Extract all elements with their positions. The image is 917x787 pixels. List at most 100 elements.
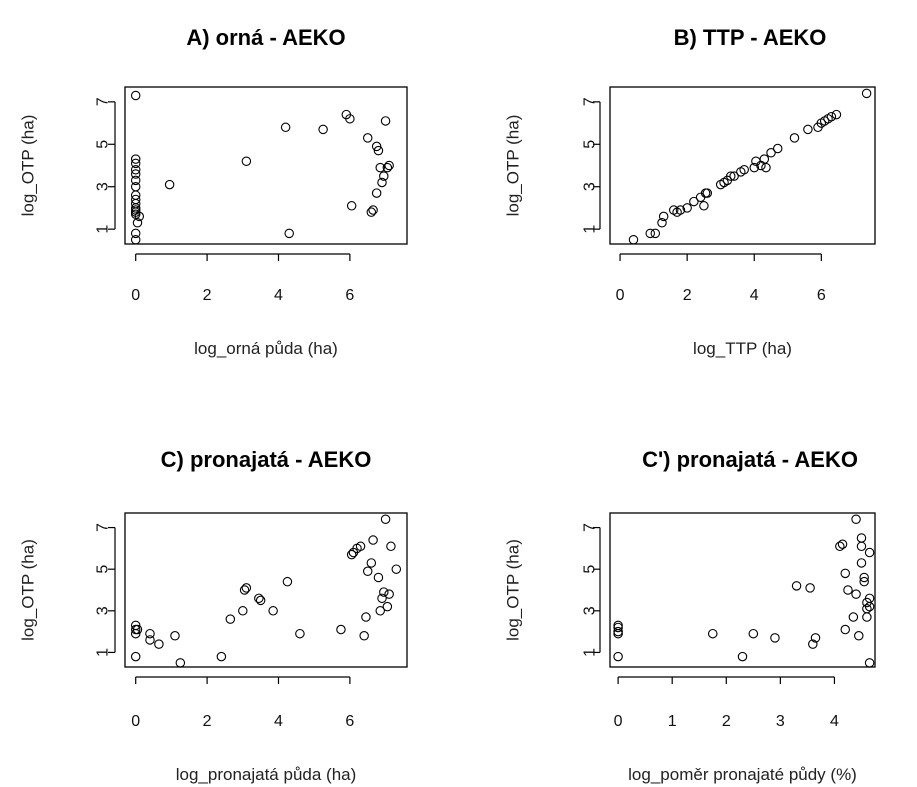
data-point xyxy=(355,541,366,552)
data-point xyxy=(318,124,328,135)
data-point xyxy=(861,88,872,99)
y-tick-label: 7 xyxy=(582,97,599,106)
x-tick-label: 0 xyxy=(616,287,625,304)
x-tick-label: 6 xyxy=(345,287,354,304)
data-point xyxy=(154,639,164,649)
data-point xyxy=(145,628,155,639)
plot-frame xyxy=(609,86,876,245)
data-point xyxy=(130,628,141,639)
plot-frame xyxy=(124,512,408,668)
data-point xyxy=(384,160,394,171)
data-point xyxy=(164,179,175,190)
data-point xyxy=(346,201,357,211)
data-point xyxy=(862,603,872,614)
data-point xyxy=(770,633,780,643)
data-point xyxy=(859,572,869,583)
data-point xyxy=(856,533,867,543)
data-point xyxy=(371,188,382,198)
data-point xyxy=(255,595,266,606)
data-point xyxy=(379,587,389,597)
data-point xyxy=(379,171,389,181)
data-point xyxy=(837,539,848,549)
y-tick-label: 3 xyxy=(95,182,112,191)
data-point xyxy=(346,549,357,560)
x-tick-label: 2 xyxy=(722,713,731,730)
data-point xyxy=(864,601,875,612)
data-point xyxy=(856,558,867,568)
data-point xyxy=(772,143,783,154)
data-point xyxy=(835,541,845,552)
x-tick-label: 4 xyxy=(830,713,839,730)
panel-c-prime: C') pronajatá - AEKO 0 1 2 3 4 1 3 5 7 log_poměr p… xyxy=(504,447,876,784)
data-point xyxy=(268,606,278,616)
data-point xyxy=(831,109,842,120)
x-tick-label: 0 xyxy=(614,713,623,730)
data-point xyxy=(336,624,346,635)
data-point xyxy=(371,141,382,152)
data-point xyxy=(130,164,141,175)
x-tick-label: 1 xyxy=(668,713,677,730)
data-point xyxy=(657,218,667,228)
data-point xyxy=(366,558,377,568)
data-point xyxy=(375,162,385,173)
data-point xyxy=(361,612,371,622)
data-point xyxy=(628,235,639,245)
x-tick-label: 4 xyxy=(274,287,283,304)
data-point xyxy=(130,90,141,101)
data-point xyxy=(766,148,776,158)
data-point xyxy=(380,116,391,126)
x-tick-label: 3 xyxy=(776,713,785,730)
data-point xyxy=(808,639,818,649)
data-point xyxy=(282,576,293,587)
y-tick-label: 3 xyxy=(95,606,112,615)
data-point xyxy=(295,628,305,639)
data-point xyxy=(689,196,699,207)
data-point xyxy=(239,585,250,595)
panel-c: C) pronajatá - AEKO 0 2 4 6 1 3 5 7 log_pronajatá… xyxy=(19,447,408,784)
x-tick-label: 4 xyxy=(274,713,283,730)
y-tick-label: 5 xyxy=(95,565,112,574)
y-axis-label: log_OTP (ha) xyxy=(504,539,523,641)
data-point xyxy=(377,177,387,188)
x-tick-label: 4 xyxy=(750,287,759,304)
data-point xyxy=(241,583,252,593)
data-point xyxy=(382,162,393,173)
chart-title: C') pronajatá - AEKO xyxy=(642,447,858,472)
data-point xyxy=(840,568,851,579)
y-tick-label: 5 xyxy=(95,140,112,149)
panel-b: B) TTP - AEKO 0 2 4 6 1 3 5 7 log_TTP (ha) log_OTP… xyxy=(504,25,876,358)
data-point xyxy=(216,651,227,662)
x-tick-label: 0 xyxy=(131,287,140,304)
data-point xyxy=(848,612,859,622)
data-point xyxy=(729,171,739,181)
data-point xyxy=(613,651,623,662)
data-point xyxy=(380,514,391,524)
data-point xyxy=(362,133,373,143)
data-point xyxy=(175,658,186,668)
x-tick-label: 2 xyxy=(203,287,212,304)
y-tick-label: 5 xyxy=(582,565,599,574)
x-axis-label: log_TTP (ha) xyxy=(693,339,792,358)
data-point xyxy=(737,651,748,662)
x-axis-label: log_poměr pronajaté půdy (%) xyxy=(628,765,857,784)
y-tick-label: 7 xyxy=(95,97,112,106)
panel-a: A) orná - AEKO 0 2 4 6 1 3 5 7 log_orná půda (ha)… xyxy=(19,25,408,358)
data-point xyxy=(759,154,770,164)
data-point xyxy=(826,111,837,122)
data-point xyxy=(132,218,143,228)
data-point xyxy=(130,181,141,192)
data-point xyxy=(726,171,736,181)
y-tick-label: 3 xyxy=(582,182,599,191)
data-point xyxy=(362,566,373,577)
data-point xyxy=(130,158,141,169)
data-point xyxy=(130,175,141,186)
data-point xyxy=(702,188,713,198)
data-point xyxy=(803,124,813,135)
data-point xyxy=(345,114,355,124)
data-point xyxy=(132,624,143,635)
data-point xyxy=(761,162,771,173)
data-point xyxy=(791,581,802,591)
plot-frame xyxy=(609,512,876,668)
data-point xyxy=(366,207,377,217)
data-point xyxy=(682,203,692,213)
